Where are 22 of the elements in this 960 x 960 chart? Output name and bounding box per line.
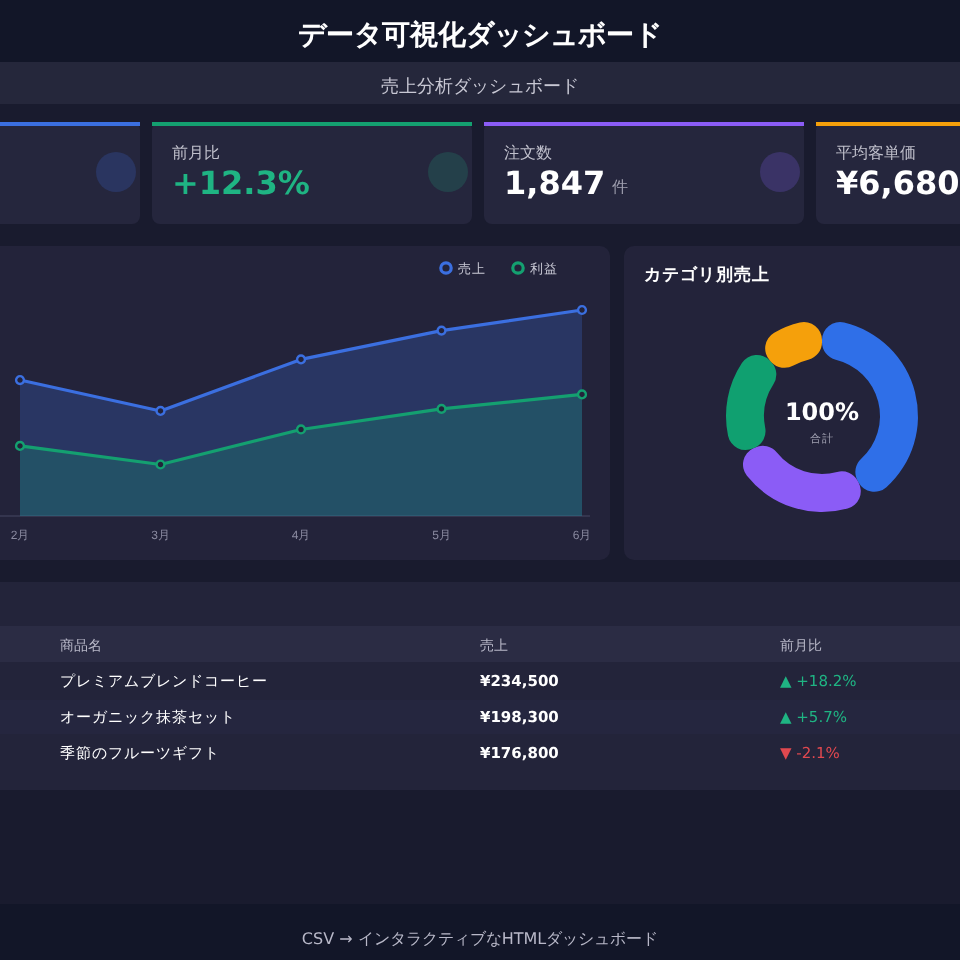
text: CSV → インタラクティブなHTMLダッシュボード — [301, 930, 659, 948]
text: 1,847 — [504, 164, 606, 202]
chart-title: カテゴリ別売上 — [644, 264, 770, 286]
text: +12.3% — [172, 164, 310, 202]
text: 平均客単価 — [836, 144, 916, 162]
point — [14, 374, 26, 386]
point — [576, 389, 588, 400]
point — [155, 459, 166, 470]
text: 100% — [784, 398, 860, 426]
point — [436, 403, 447, 414]
point — [14, 440, 26, 452]
point — [295, 354, 307, 365]
point — [295, 424, 307, 435]
text: 売上分析ダッシュボード — [381, 76, 579, 98]
text: データ可視化ダッシュボード — [298, 18, 662, 52]
text: ¥6,680 — [836, 164, 960, 202]
text: 注文数 — [504, 144, 552, 162]
text: 前月比 — [172, 144, 220, 162]
point — [576, 304, 588, 316]
text: 件 — [612, 178, 628, 196]
point — [155, 405, 166, 417]
point — [436, 325, 447, 336]
